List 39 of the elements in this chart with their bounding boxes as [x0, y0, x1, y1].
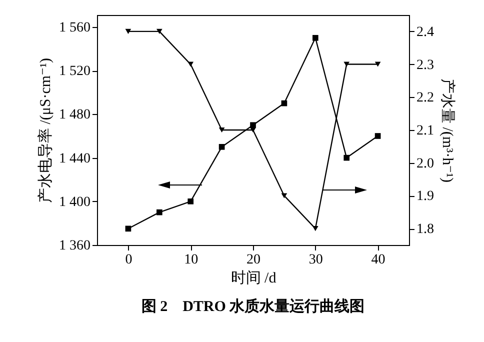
point	[125, 226, 132, 232]
y2-tick-label: 2.0	[416, 156, 434, 172]
point	[250, 122, 256, 128]
x-tick-label: 30	[308, 252, 323, 268]
y2-tick-label: 1.8	[416, 222, 434, 238]
point	[374, 133, 381, 139]
y2-tick-label: 2.3	[416, 58, 434, 73]
y2-axis-title: 产水量 /(m³·h⁻¹)	[439, 78, 456, 182]
y-tick-label: 1 440	[59, 151, 90, 166]
point	[188, 198, 194, 204]
y2-tick-label: 2.4	[416, 24, 434, 40]
y-tick-label: 1 520	[59, 64, 90, 80]
point	[125, 28, 132, 34]
point	[218, 127, 225, 133]
point	[156, 209, 162, 216]
point	[281, 193, 288, 198]
y2-tick-label: 2.1	[416, 124, 434, 138]
x-tick-label: 20	[246, 252, 260, 268]
point	[156, 28, 162, 34]
point	[344, 154, 350, 161]
y2-tick-label: 2.2	[416, 90, 434, 106]
point	[344, 62, 350, 67]
point	[188, 62, 194, 67]
y-tick-label: 1 360	[59, 238, 90, 254]
x-tick-label: 40	[371, 252, 386, 268]
x-tick-label: 10	[184, 252, 198, 268]
x-tick-label: 0	[125, 252, 132, 268]
caption: 图 2 DTRO 水质水量运行曲线图	[141, 298, 365, 315]
point	[218, 144, 225, 150]
point	[374, 62, 381, 67]
y-tick-label: 1 480	[59, 108, 90, 123]
point	[312, 226, 318, 232]
point	[250, 127, 256, 133]
y2-tick-label: 1.9	[416, 189, 434, 204]
point	[312, 34, 318, 41]
x-axis-title: 时间 /d	[230, 270, 277, 286]
y-tick-label: 1 560	[59, 20, 90, 36]
y-axis-title: 产水电导率 /(μS·cm⁻¹)	[37, 58, 54, 204]
y-tick-label: 1 400	[59, 194, 90, 210]
